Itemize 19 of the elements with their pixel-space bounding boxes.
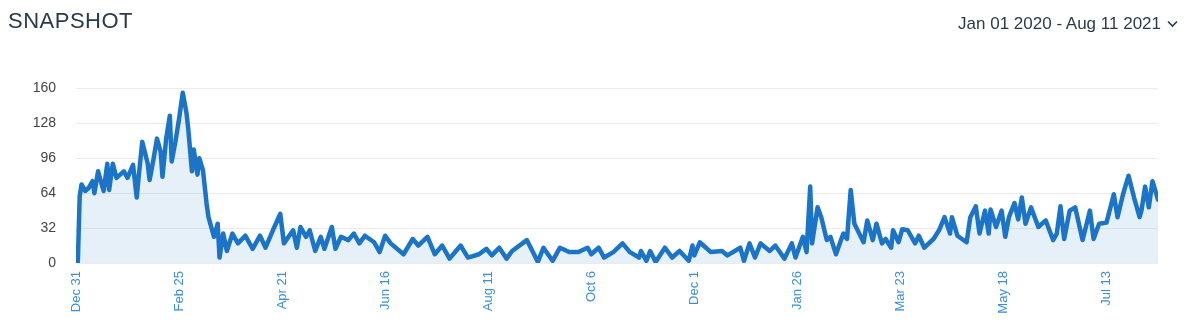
chart-title: SNAPSHOT — [8, 8, 134, 34]
chart-subtitle: Jan 01 2020 - Aug 11 2021 — [958, 14, 1161, 34]
x-tick-label: Mar 23 — [891, 271, 907, 312]
x-tick-label: Jun 16 — [376, 271, 392, 311]
y-tick-label: 96 — [40, 149, 57, 166]
y-tick-label: 160 — [32, 79, 57, 96]
y-tick-label: 32 — [40, 218, 57, 235]
x-tick-label: Jul 13 — [1098, 271, 1114, 306]
x-tick-label: Oct 6 — [582, 271, 598, 303]
x-tick-label: Jan 26 — [788, 271, 804, 311]
x-tick-label: Aug 11 — [479, 271, 495, 312]
y-tick-label: 128 — [32, 114, 57, 131]
y-tick-label: 0 — [48, 253, 57, 270]
x-tick-label: Dec 31 — [67, 271, 83, 313]
x-tick-label: May 18 — [995, 271, 1011, 314]
x-tick-label: Apr 21 — [273, 271, 289, 310]
y-tick-label: 64 — [40, 184, 57, 201]
x-tick-label: Dec 1 — [685, 271, 701, 305]
x-tick-label: Feb 25 — [170, 271, 186, 312]
